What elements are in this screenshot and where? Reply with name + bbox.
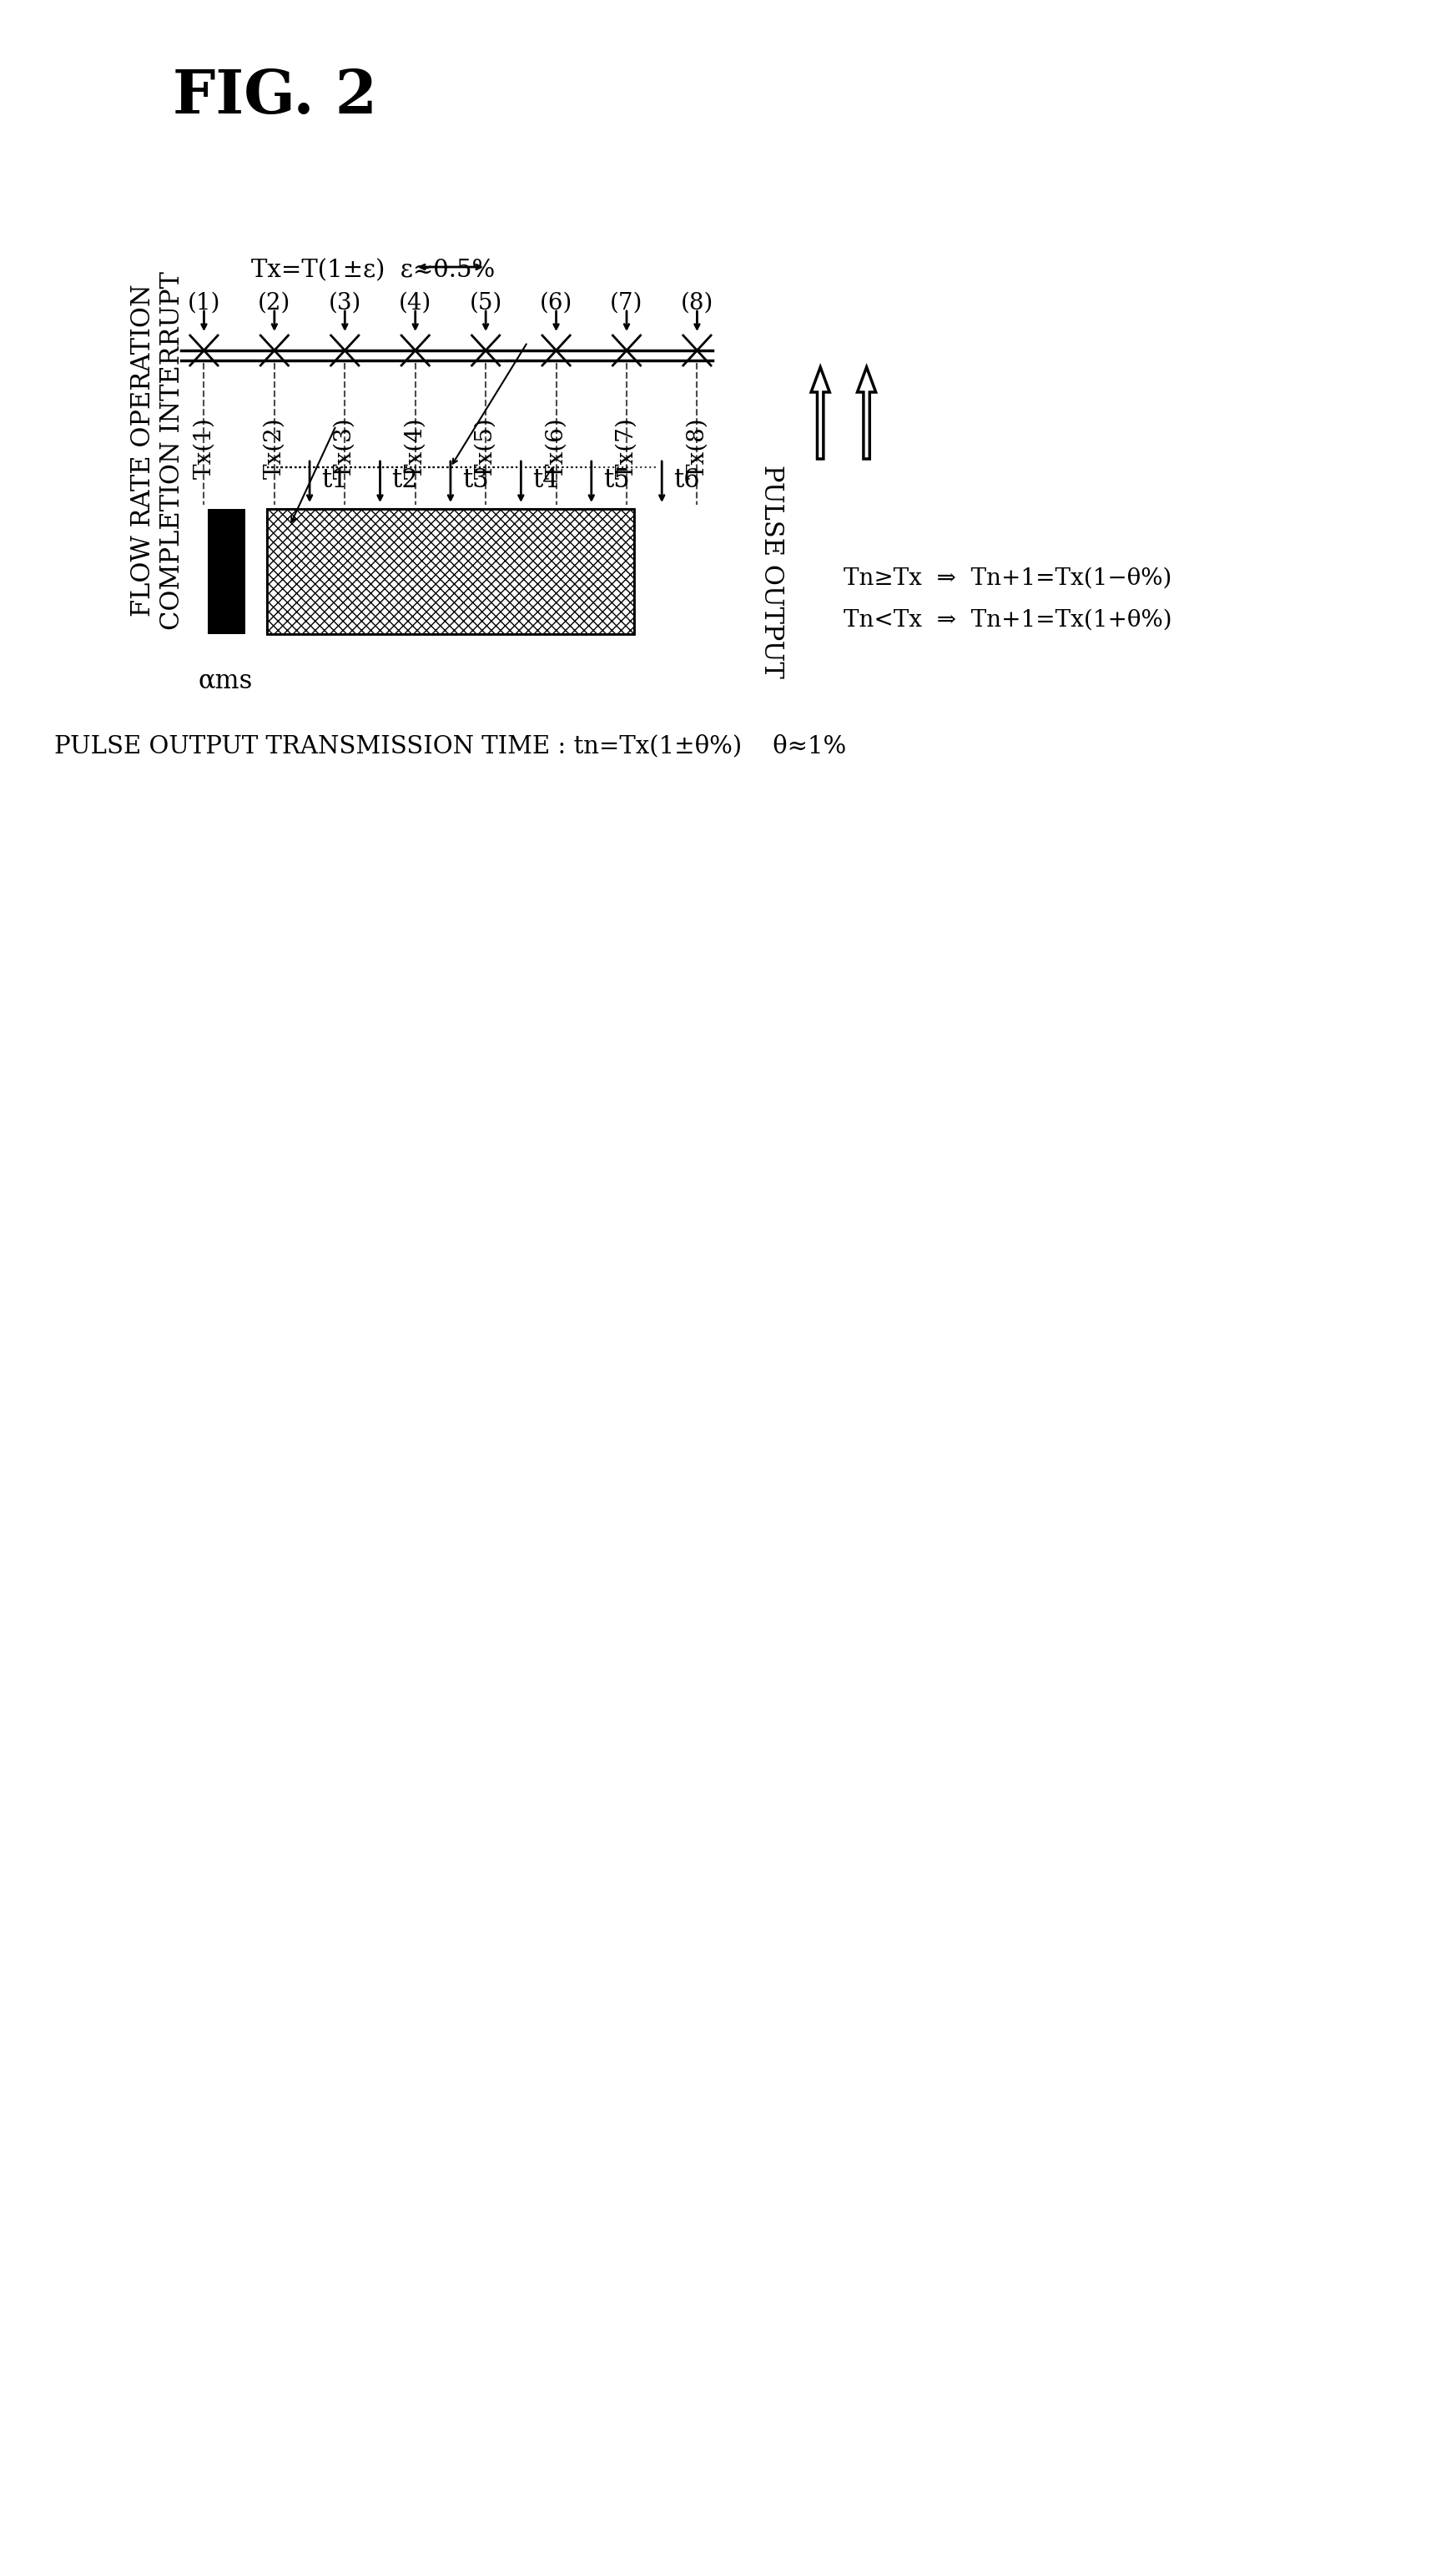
- Text: Tx(2): Tx(2): [264, 417, 285, 479]
- Text: t2: t2: [392, 466, 418, 492]
- Text: t5: t5: [603, 466, 629, 492]
- Text: Tx(1): Tx(1): [192, 417, 215, 479]
- Text: (6): (6): [540, 291, 572, 314]
- Bar: [208, 510, 246, 633]
- Text: FIG. 2: FIG. 2: [173, 67, 377, 126]
- Text: (2): (2): [258, 291, 291, 314]
- Text: PULSE OUTPUT: PULSE OUTPUT: [759, 466, 785, 677]
- Text: (8): (8): [680, 291, 713, 314]
- Text: Tn<Tx  ⇒  Tn+1=Tx(1+θ%): Tn<Tx ⇒ Tn+1=Tx(1+θ%): [843, 610, 1172, 631]
- Text: Tx=T(1±ε)  ε≈0.5%: Tx=T(1±ε) ε≈0.5%: [252, 257, 495, 283]
- FancyArrow shape: [858, 368, 877, 458]
- Text: Tx(6): Tx(6): [545, 417, 568, 479]
- FancyBboxPatch shape: [266, 510, 635, 633]
- Text: t1: t1: [322, 466, 348, 492]
- Text: t4: t4: [533, 466, 559, 492]
- Text: Tx(8): Tx(8): [686, 417, 708, 479]
- Text: (1): (1): [188, 291, 220, 314]
- Text: (7): (7): [610, 291, 644, 314]
- Text: Tx(5): Tx(5): [475, 417, 496, 479]
- Text: Tn≥Tx  ⇒  Tn+1=Tx(1−θ%): Tn≥Tx ⇒ Tn+1=Tx(1−θ%): [843, 566, 1172, 589]
- Text: (3): (3): [329, 291, 361, 314]
- Text: Tx(7): Tx(7): [616, 417, 638, 479]
- Text: t6: t6: [674, 466, 700, 492]
- Text: Tx(4): Tx(4): [403, 417, 427, 479]
- Bar: [266, 510, 635, 633]
- Text: (5): (5): [469, 291, 502, 314]
- Text: Tx(3): Tx(3): [333, 417, 357, 479]
- Text: PULSE OUTPUT TRANSMISSION TIME : tn=Tx(1±θ%)    θ≈1%: PULSE OUTPUT TRANSMISSION TIME : tn=Tx(1…: [54, 734, 846, 757]
- Text: (4): (4): [399, 291, 432, 314]
- Text: FLOW RATE OPERATION
COMPLETION INTERRUPT: FLOW RATE OPERATION COMPLETION INTERRUPT: [130, 270, 185, 631]
- Text: t3: t3: [462, 466, 489, 492]
- Text: αms: αms: [198, 667, 252, 692]
- FancyArrow shape: [811, 368, 830, 458]
